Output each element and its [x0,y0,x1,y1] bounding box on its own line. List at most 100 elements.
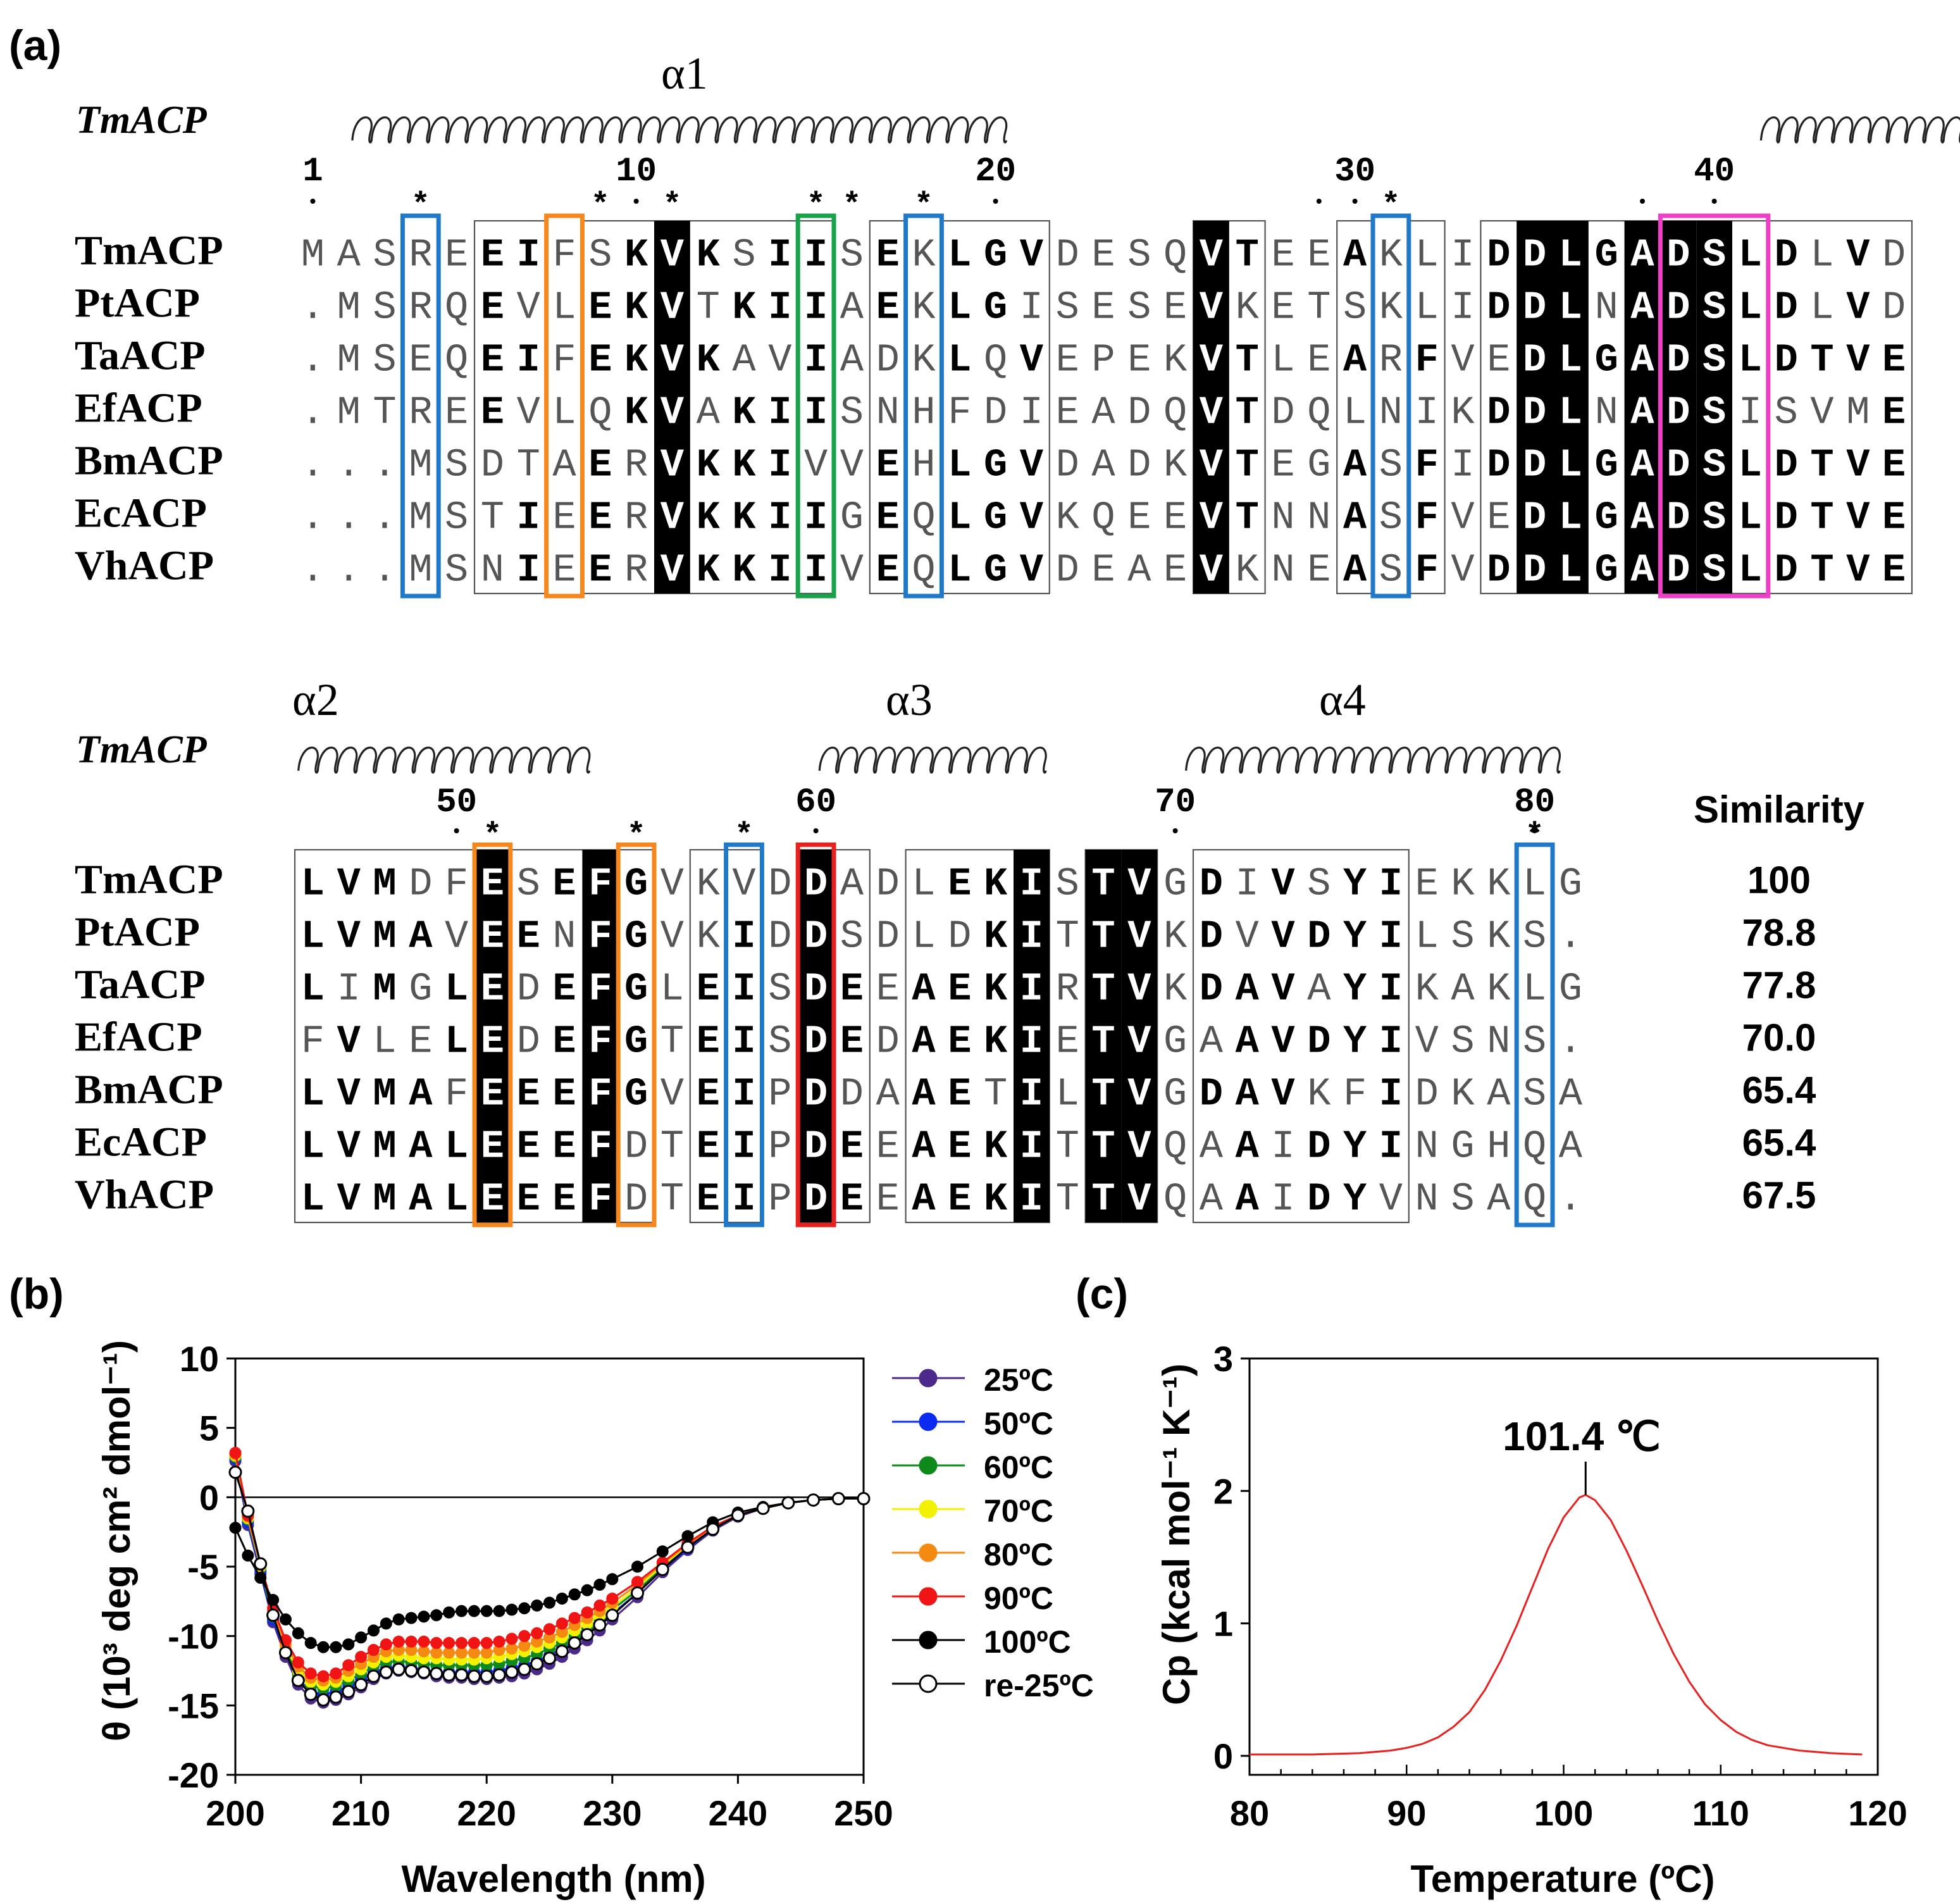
residue: V [337,1124,361,1169]
identical-column [582,850,619,1222]
similarity-value: 100 [1747,859,1811,902]
residue: D [1056,547,1079,592]
residue: E [840,1019,864,1064]
cd-data-point [292,1627,304,1639]
residue: S [1056,285,1079,330]
residue: A [1630,285,1654,330]
residue: . [1559,1176,1582,1221]
residue: A [1343,232,1367,277]
residue: G [1307,442,1330,487]
residue: V [445,914,468,959]
cd-data-point [278,1646,292,1660]
similarity-value: 65.4 [1742,1122,1816,1164]
residue: F [552,232,576,277]
residue: K [624,390,648,435]
residue: E [588,285,612,330]
residue: T [1236,232,1259,277]
residue: T [1056,914,1079,959]
residue: L [1415,914,1439,959]
residue: D [1523,390,1546,435]
residue: T [1091,1071,1115,1116]
residue: I [1020,1124,1043,1169]
cd-data-point [506,1603,518,1616]
residue: S [1703,547,1726,592]
cd-legend: 25ºC 50ºC 60ºC 70ºC 80ºC 90ºC 100ºC re-25ºC [892,1362,1094,1703]
residue: I [1451,285,1474,330]
residue: P [768,1176,791,1221]
residue: A [1343,547,1367,592]
residue: I [732,966,755,1011]
residue: D [517,1019,540,1064]
residue: E [876,547,900,592]
residue: L [912,914,935,959]
conserved-star: * [914,188,933,224]
residue: E [481,390,504,435]
residue: L [1343,390,1367,435]
cd-legend-marker [919,1500,938,1519]
residue: E [1307,337,1330,382]
cd-legend-label: 60ºC [984,1450,1053,1485]
residue: A [876,1071,900,1116]
residue: D [768,914,791,959]
residue: E [1307,232,1330,277]
ruler-dot [1352,199,1358,204]
residue: E [481,861,504,906]
residue: D [876,1019,900,1064]
conservation-box [1192,848,1410,1224]
highlight-box [903,213,944,599]
residue: E [409,337,432,382]
residue: P [768,1071,791,1116]
residue: I [768,547,791,592]
residue: D [1307,1019,1330,1064]
residue: V [768,337,791,382]
residue: . [301,442,325,487]
cd-data-point [756,1501,770,1515]
residue: Q [912,495,935,540]
residue: K [624,285,648,330]
residue: F [1415,547,1439,592]
alignment-rows: TmACP L V M D F E S E F G V K V D D A D L E K I S T V G D I V S Y I E K K L… [75,857,1583,1222]
residue: S [445,442,468,487]
residue: V [732,861,755,906]
cd-data-point [304,1688,318,1701]
residue: A [1343,337,1367,382]
residue: L [1523,966,1546,1011]
residue: P [768,1124,791,1169]
residue: A [912,1071,936,1116]
residue: V [1415,1019,1439,1064]
cd-data-point [807,1493,821,1507]
residue: F [588,914,612,959]
residue: I [1739,390,1762,435]
residue: R [624,495,648,540]
residue: G [1163,1019,1187,1064]
highlight-box [400,213,441,599]
residue: E [948,1124,971,1169]
cd-data-point [354,1677,368,1691]
sequence-name: TaACP [75,962,206,1008]
cd-data-point [367,1644,380,1656]
residue: K [732,390,756,435]
residue: S [1703,495,1726,540]
dsc-series [1250,1462,1863,1756]
similarity-value: 67.5 [1742,1174,1816,1217]
residue: A [552,442,576,487]
cd-data-point [367,1624,380,1637]
cd-data-point [543,1596,555,1609]
residue: E [517,1124,540,1169]
dsc-peak-annotation: 101.4 ℃ [1503,1414,1661,1459]
residue: E [876,285,900,330]
cd-data-point [405,1612,418,1624]
residue: A [1343,442,1367,487]
residue: . [1559,1019,1582,1064]
cd-data-point [555,1644,569,1658]
cd-data-point [493,1605,506,1617]
residue: D [1523,337,1546,382]
residue: T [1056,1176,1079,1221]
cd-data-point [492,1668,506,1682]
residue: E [697,1071,720,1116]
residue: . [337,495,361,540]
residue: K [1163,966,1188,1011]
identical-column [1121,850,1158,1222]
residue: R [624,442,648,487]
residue: L [373,1019,396,1064]
